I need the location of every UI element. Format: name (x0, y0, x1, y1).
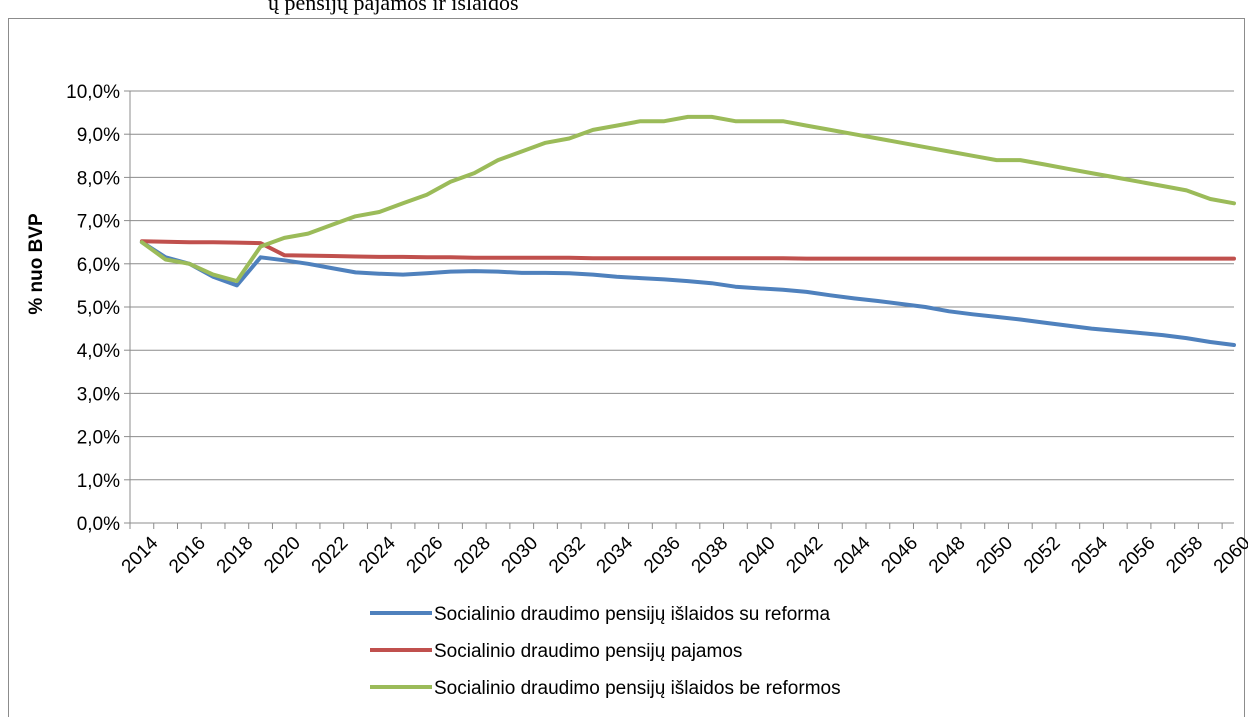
x-tick-label: 2056 (1115, 533, 1160, 578)
x-tick-label: 2054 (1067, 532, 1112, 577)
page-header-text: ų pensijų pajamos ir išlaidos (268, 0, 519, 15)
axes (124, 90, 1234, 529)
x-tick-label: 2050 (972, 533, 1017, 578)
y-tick-label: 8,0% (77, 168, 120, 189)
x-tick-label: 2042 (782, 533, 827, 578)
y-tick-label: 7,0% (77, 212, 120, 233)
y-tick-label: 3,0% (77, 384, 120, 405)
x-tick-label: 2034 (593, 532, 638, 577)
x-tick-label: 2020 (260, 533, 305, 578)
x-tick-label: 2048 (925, 533, 970, 578)
legend-label: Socialinio draudimo pensijų išlaidos be … (434, 678, 841, 699)
x-tick-label: 2024 (355, 532, 400, 577)
gridlines (130, 90, 1234, 481)
x-tick-label: 2044 (830, 532, 875, 577)
legend-label: Socialinio draudimo pensijų pajamos (434, 641, 742, 662)
x-tick-label: 2060 (1210, 533, 1248, 578)
x-tick-label: 2030 (498, 533, 543, 578)
x-tick-labels: 2014 2016 2018 2020 2022 2024 2026 2028 2030 2032… (118, 532, 1248, 577)
series-lines (139, 114, 1236, 347)
y-tick-label: 6,0% (77, 255, 120, 276)
x-tick-label: 2046 (877, 533, 922, 578)
y-tick-labels: 0,0% 1,0% 2,0% 3,0% 4,0% 5,0% 6,0% 7,0% 8,0% 9,0%… (66, 82, 120, 535)
x-tick-label: 2018 (213, 533, 258, 578)
legend-label: Socialinio draudimo pensijų išlaidos su … (434, 604, 830, 625)
legend: Socialinio draudimo pensijų išlaidos su … (370, 604, 841, 699)
x-tick-label: 2014 (118, 532, 163, 577)
x-tick-label: 2028 (450, 533, 495, 578)
x-tick-label: 2016 (165, 533, 210, 578)
y-tick-label: 5,0% (77, 298, 120, 319)
x-tick-label: 2040 (735, 533, 780, 578)
x-tick-label: 2038 (688, 533, 733, 578)
y-tick-label: 9,0% (77, 125, 120, 146)
x-tick-label: 2052 (1020, 533, 1065, 578)
y-tick-label: 2,0% (77, 428, 120, 449)
y-tick-label: 10,0% (66, 82, 120, 103)
x-tick-label: 2036 (640, 533, 685, 578)
series-line-1 (139, 240, 1236, 347)
x-tick-label: 2026 (403, 533, 448, 578)
series-line-3 (139, 114, 1236, 284)
x-tick-label: 2022 (308, 533, 353, 578)
y-axis-label: % nuo BVP (26, 213, 47, 315)
y-tick-label: 0,0% (77, 514, 120, 535)
series-line-2 (139, 239, 1236, 261)
y-tick-label: 1,0% (77, 471, 120, 492)
chart-area-border (8, 18, 1245, 717)
y-tick-label: 4,0% (77, 341, 120, 362)
x-tick-label: 2058 (1162, 533, 1207, 578)
x-tick-label: 2032 (545, 533, 590, 578)
